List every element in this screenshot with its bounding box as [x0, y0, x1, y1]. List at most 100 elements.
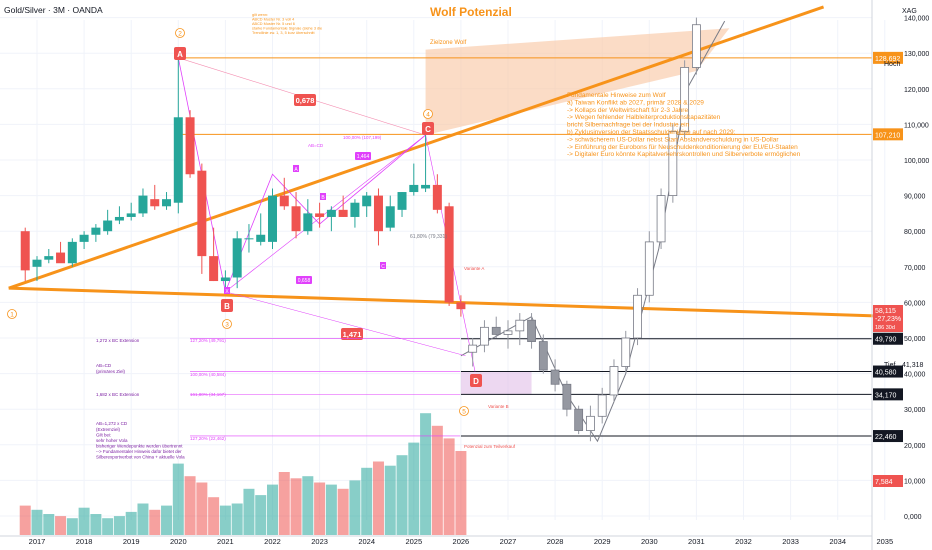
top-note-line: ABCD Muster Nr. 3 voll 4 — [252, 18, 294, 22]
wolf-lower-line — [8, 286, 899, 319]
candle-body — [56, 252, 66, 264]
candle-body — [220, 277, 230, 282]
zielzone-label: Zielzone Wolf — [430, 40, 467, 46]
notes-line: Gilt bei: — [96, 433, 111, 438]
level-lines: 128,692 107,210 49,790 40,580 34,170 22,460 — [180, 51, 903, 443]
ab-line — [225, 291, 466, 357]
fib-1: 100,00% (107,199) — [343, 135, 382, 140]
candle-body — [291, 206, 301, 232]
pattern-b-bg — [320, 193, 326, 200]
level-tag-label: 49,790 — [875, 337, 897, 344]
projection-body — [527, 319, 536, 342]
volume-bar — [184, 476, 196, 535]
potential-label: Potenzial zum Teilverkauf — [464, 444, 516, 449]
low-label: Tief — [884, 362, 895, 369]
level-tag — [873, 128, 903, 141]
ratio-3: 1,464 — [357, 154, 370, 160]
y-tick-label: 20,000 — [904, 443, 926, 450]
projection-body — [503, 330, 513, 335]
volume-bar — [161, 505, 173, 535]
candle-body — [350, 202, 360, 217]
y-tick-label: 50,000 — [904, 336, 926, 343]
candle-body — [209, 256, 219, 282]
volume-bar — [231, 503, 243, 535]
projection-body — [644, 241, 654, 296]
wave-2: 2 — [178, 31, 182, 38]
ext-1: 1,272 x BC Extension — [96, 338, 140, 343]
point-a: A — [177, 50, 183, 59]
volume-bar — [420, 413, 432, 535]
projection-body — [680, 67, 690, 132]
projection-body — [468, 344, 478, 353]
candle-body — [409, 184, 419, 193]
level-tag — [873, 430, 903, 443]
candle-body — [326, 209, 336, 217]
candle-body — [303, 213, 313, 232]
candle-body — [338, 209, 348, 217]
level-tag — [873, 388, 903, 401]
notes-line: --> Fundamentaler Hinweis dafür bietet d… — [96, 449, 182, 454]
candle-body — [279, 195, 289, 207]
x-tick-label: 2021 — [217, 537, 234, 546]
candle-body — [444, 206, 454, 303]
ext-3: 1,682 x BC Extension — [96, 392, 140, 397]
candle-body — [268, 195, 277, 242]
y-tick-label: 70,000 — [904, 265, 926, 272]
x-tick-label: 2026 — [453, 537, 470, 546]
candle-body — [432, 184, 442, 210]
projection-candles — [468, 17, 701, 442]
volume-bar — [113, 516, 125, 535]
pattern-x-bg — [224, 287, 230, 294]
x-tick-label: 2024 — [358, 537, 375, 546]
x-tick-label: 2029 — [594, 537, 611, 546]
volume-bar — [66, 518, 78, 535]
chart-title: Wolf Potenzial — [430, 5, 512, 19]
candle-body — [421, 184, 431, 189]
candle-body — [91, 227, 101, 235]
fund-text-line: -> schwächerem US-Dollar nebst Start Abs… — [567, 136, 779, 143]
last-change: -27,23% — [875, 316, 901, 323]
volume-bar — [443, 438, 455, 535]
volume-bar — [325, 484, 337, 535]
volume-bar — [243, 488, 255, 535]
pattern-x: X — [225, 289, 229, 295]
volume-bar — [361, 467, 373, 535]
currency-label: XAG — [902, 8, 917, 15]
x-tick-label: 2035 — [876, 537, 893, 546]
point-c: C — [425, 125, 431, 134]
fund-text-line: a) Taiwan Konflikt ab 2027, primär 2028 … — [567, 99, 704, 106]
variante-b: Variante B — [488, 404, 509, 409]
last-price-bg — [873, 305, 903, 332]
level-tag-label: 107,210 — [875, 132, 900, 139]
candle-body — [32, 259, 42, 267]
fund-text-line: -> Digitaler Euro könnte Kapitalverkehrs… — [567, 151, 801, 158]
level-tag-label: 22,460 — [875, 434, 897, 441]
volume-bars — [19, 413, 467, 535]
volume-bar — [267, 484, 278, 535]
volume-bar — [90, 514, 102, 535]
projection-body — [597, 394, 607, 417]
volume-bar — [349, 480, 361, 535]
volume-bar — [314, 482, 326, 535]
volume-bar — [455, 451, 467, 535]
y-tick-label: 130,000 — [904, 51, 929, 58]
ratio-4: 0,658 — [298, 278, 311, 284]
notes-line: (Extremziel) — [96, 427, 121, 432]
wave-3: 3 — [225, 322, 229, 329]
fib-3: 127,20% (49,791) — [190, 338, 226, 343]
x-tick-label: 2020 — [170, 537, 187, 546]
y-tick-label: 100,000 — [904, 158, 929, 165]
notes-line: Silberexportverbot von China + aktuelle … — [96, 455, 185, 460]
volume-last-bg — [873, 475, 903, 487]
candle-body — [79, 234, 89, 242]
volume-bar — [102, 518, 114, 535]
x-tick-label: 2017 — [29, 537, 46, 546]
fund-text-line: -> Kollaps der Weltwirtschaft für 2-3 Ja… — [567, 107, 688, 114]
ratio-3-bg — [355, 152, 371, 160]
wave-4: 4 — [426, 112, 430, 119]
volume-bar — [372, 461, 384, 535]
candle-body — [173, 117, 183, 203]
pattern-a-bg — [293, 165, 299, 172]
